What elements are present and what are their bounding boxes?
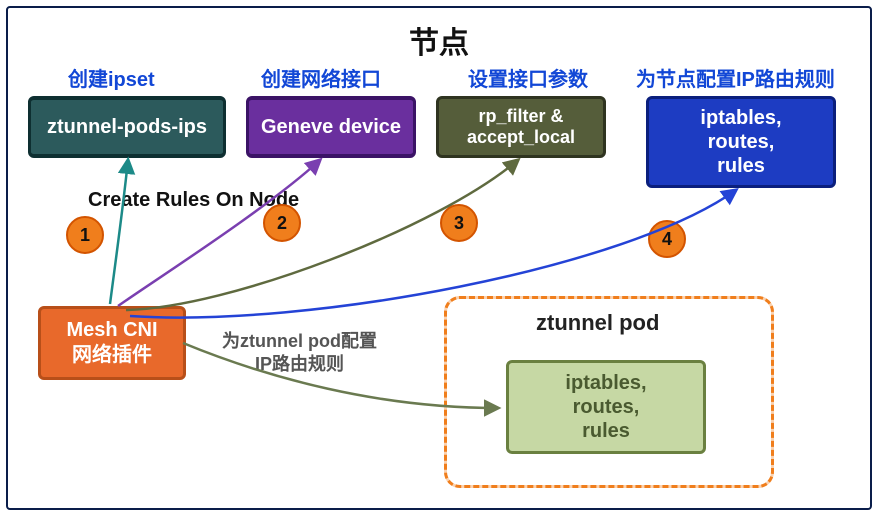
badge-1: 1 [66, 216, 104, 254]
step2-text: Geneve device [261, 116, 401, 139]
source-box: Mesh CNI 网络插件 [38, 306, 186, 380]
step3-box: rp_filter & accept_local [436, 96, 606, 158]
ztunnel-arrow-label-l2: IP路由规则 [255, 354, 344, 374]
source-line2: 网络插件 [72, 343, 152, 368]
ztunnel-arrow-label-l1: 为ztunnel pod配置 [222, 331, 377, 351]
edge-1 [110, 160, 128, 304]
step4-box: iptables, routes, rules [646, 96, 836, 188]
create-rules-label: Create Rules On Node [88, 189, 299, 212]
step1-text: ztunnel-pods-ips [47, 116, 207, 139]
badge-1-num: 1 [80, 225, 90, 246]
badge-3-num: 3 [454, 213, 464, 234]
source-line1: Mesh CNI [66, 318, 157, 343]
badge-2: 2 [263, 204, 301, 242]
node-container: 节点 创建ipset 创建网络接口 设置接口参数 为节点配置IP路由规则 ztu… [6, 6, 872, 510]
badge-4-num: 4 [662, 229, 672, 250]
step4-caption: 为节点配置IP路由规则 [636, 63, 835, 92]
step3-caption: 设置接口参数 [468, 63, 588, 92]
badge-2-num: 2 [277, 213, 287, 234]
ztunnel-title: ztunnel pod [536, 310, 659, 336]
step2-box: Geneve device [246, 96, 416, 158]
step1-box: ztunnel-pods-ips [28, 96, 226, 158]
diagram-title: 节点 [8, 18, 870, 62]
step3-text: rp_filter & accept_local [467, 106, 575, 147]
badge-3: 3 [440, 204, 478, 242]
step4-text: iptables, routes, rules [700, 106, 781, 178]
badge-4: 4 [648, 220, 686, 258]
ztunnel-inner-box: iptables, routes, rules [506, 360, 706, 454]
ztunnel-arrow-label: 为ztunnel pod配置 IP路由规则 [222, 330, 377, 377]
step2-caption: 创建网络接口 [261, 63, 381, 92]
step1-caption: 创建ipset [68, 63, 155, 92]
ztunnel-inner-text: iptables, routes, rules [565, 371, 646, 443]
